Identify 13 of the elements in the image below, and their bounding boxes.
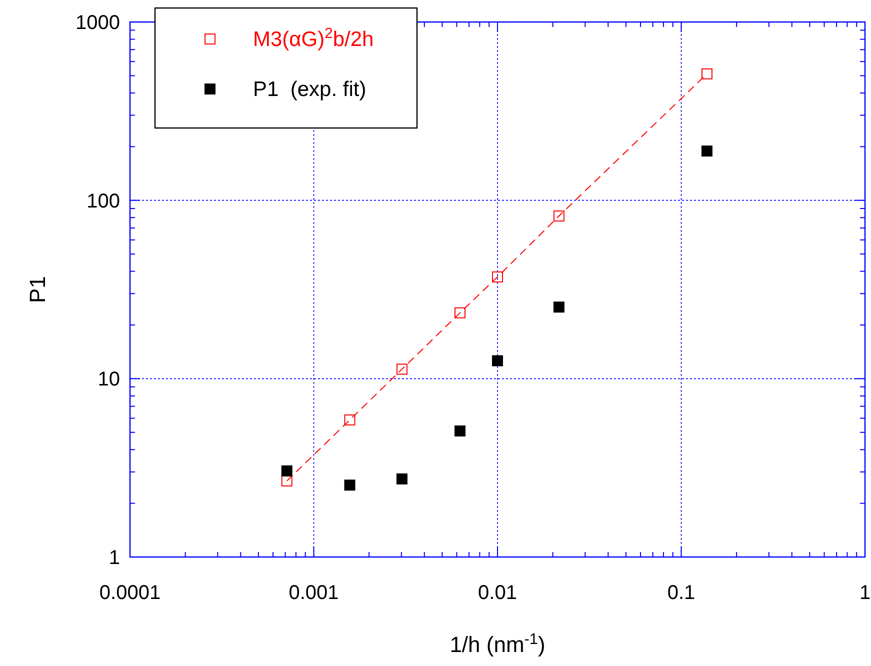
y-tick-label: 10 bbox=[98, 368, 120, 391]
y-tick-label: 100 bbox=[86, 190, 120, 212]
y-tick-label: 1 bbox=[108, 547, 120, 569]
x-tick-label: 1 bbox=[859, 582, 871, 604]
x-axis-title: 1/h (nm$^{-1}$) bbox=[450, 630, 546, 657]
legend-label: P1 (exp. fit) bbox=[253, 78, 366, 101]
y-axis-title: P1 bbox=[25, 276, 50, 303]
x-tick-label: 0.01 bbox=[478, 582, 517, 604]
x-tick-label: 0.1 bbox=[667, 582, 696, 604]
x-tick-label: 0.0001 bbox=[99, 582, 161, 604]
legend-label: M3(αG)$^{2}$b/2h bbox=[253, 26, 374, 51]
x-tick-label: 0.001 bbox=[288, 582, 339, 604]
y-tick-label: 1000 bbox=[76, 12, 120, 34]
